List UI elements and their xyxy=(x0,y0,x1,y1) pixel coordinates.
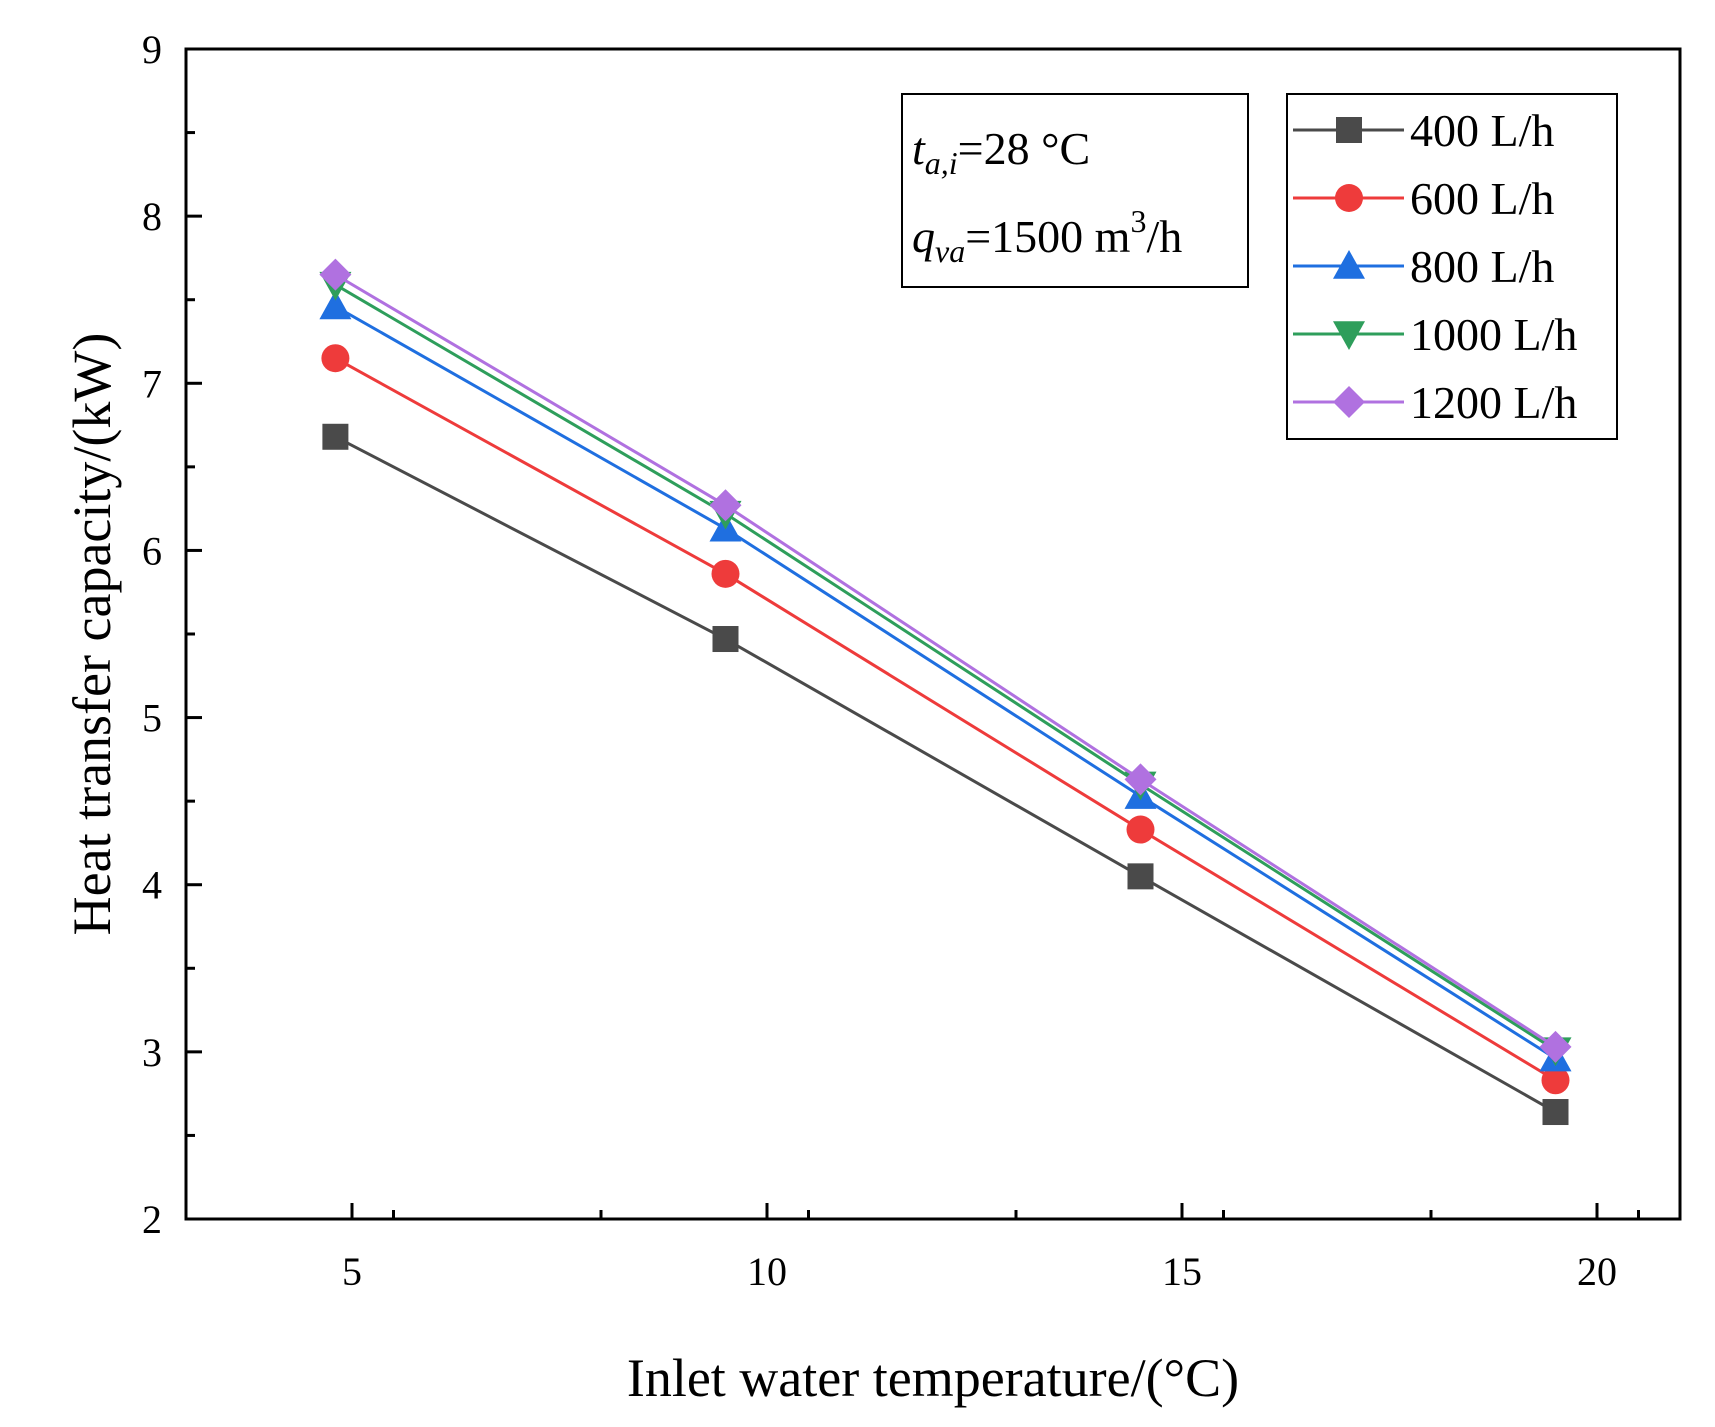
x-axis-title: Inlet water temperature/(°C) xyxy=(627,1348,1239,1408)
legend-marker-2 xyxy=(1333,250,1365,279)
series-4 xyxy=(319,258,1572,1063)
annotation-tail-2: /h xyxy=(1146,211,1182,262)
data-point-0-2 xyxy=(1127,863,1154,890)
annotation-rest-1: =28 °C xyxy=(958,123,1091,174)
series-line-3 xyxy=(334,283,1557,1052)
legend-marker-4 xyxy=(1333,386,1365,418)
y-axis-title: Heat transfer capacity/(kW) xyxy=(62,333,122,936)
data-point-0-0 xyxy=(322,423,349,450)
y-tick-label-5: 5 xyxy=(142,696,162,741)
legend-item-2: 800 L/h xyxy=(1293,241,1554,292)
annotation-frame xyxy=(901,93,1249,288)
legend-label-3: 1000 L/h xyxy=(1410,309,1577,360)
legend-frame xyxy=(1286,93,1618,440)
data-point-1-0 xyxy=(321,344,350,373)
y-axis: 2 3 4 5 6 7 8 9 xyxy=(142,27,202,1242)
y-tick-label-8: 8 xyxy=(142,194,162,239)
x-axis: 5 10 15 20 xyxy=(342,1203,1640,1294)
series-line-1 xyxy=(334,356,1557,1082)
data-point-4-3 xyxy=(1539,1030,1572,1063)
data-point-1-3 xyxy=(1541,1066,1570,1095)
data-point-1-1 xyxy=(711,559,740,588)
series-layer xyxy=(319,258,1572,1126)
data-point-4-0 xyxy=(319,258,352,291)
legend-item-3: 1000 L/h xyxy=(1293,309,1577,360)
x-tick-label-5: 5 xyxy=(342,1249,362,1294)
series-1 xyxy=(321,344,1570,1095)
series-line-4 xyxy=(334,273,1557,1049)
legend-items: 400 L/h 600 L/h 800 L/h 1000 L/h 1200 L/h xyxy=(1293,105,1577,428)
x-tick-label-15: 15 xyxy=(1162,1249,1202,1294)
data-point-2-0 xyxy=(319,290,352,320)
legend-item-1: 600 L/h xyxy=(1293,173,1554,224)
annotation-sup-3: 3 xyxy=(1130,203,1146,239)
legend-marker-3 xyxy=(1333,321,1365,350)
annotation-sub-ai: a,i xyxy=(925,145,958,181)
y-tick-label-6: 6 xyxy=(142,528,162,573)
y-tick-label-4: 4 xyxy=(142,863,162,908)
annotation-rest-2: =1500 m xyxy=(965,211,1130,262)
annotation-sub-va: va xyxy=(935,233,965,269)
legend-marker-0 xyxy=(1336,117,1362,143)
data-point-0-1 xyxy=(712,626,739,653)
data-point-1-2 xyxy=(1126,815,1155,844)
legend-marker-1 xyxy=(1335,184,1363,212)
legend-label-1: 600 L/h xyxy=(1410,173,1554,224)
annotation-box: ta,i=28 °C qva=1500 m3/h xyxy=(901,93,1249,288)
series-line-2 xyxy=(334,305,1557,1060)
data-point-4-1 xyxy=(709,489,742,522)
y-tick-label-7: 7 xyxy=(142,361,162,406)
series-0 xyxy=(322,423,1569,1126)
legend-item-4: 1200 L/h xyxy=(1293,377,1577,428)
annotation-line-1: ta,i=28 °C xyxy=(912,123,1090,181)
data-point-0-3 xyxy=(1542,1099,1569,1126)
series-2 xyxy=(319,290,1572,1072)
legend-label-0: 400 L/h xyxy=(1410,105,1554,156)
annotation-var-q: q xyxy=(912,211,935,262)
annotation-line-2: qva=1500 m3/h xyxy=(912,203,1182,269)
annotation-var-t: t xyxy=(912,123,926,174)
legend-label-2: 800 L/h xyxy=(1410,241,1554,292)
legend-label-4: 1200 L/h xyxy=(1410,377,1577,428)
x-tick-label-20: 20 xyxy=(1577,1249,1617,1294)
series-line-0 xyxy=(334,435,1557,1114)
y-tick-label-3: 3 xyxy=(142,1030,162,1075)
y-tick-label-2: 2 xyxy=(142,1197,162,1242)
legend: 400 L/h 600 L/h 800 L/h 1000 L/h 1200 L/h xyxy=(1286,93,1618,440)
y-tick-label-9: 9 xyxy=(142,27,162,72)
x-tick-label-10: 10 xyxy=(747,1249,787,1294)
legend-item-0: 400 L/h xyxy=(1293,105,1554,156)
data-point-4-2 xyxy=(1124,763,1157,796)
